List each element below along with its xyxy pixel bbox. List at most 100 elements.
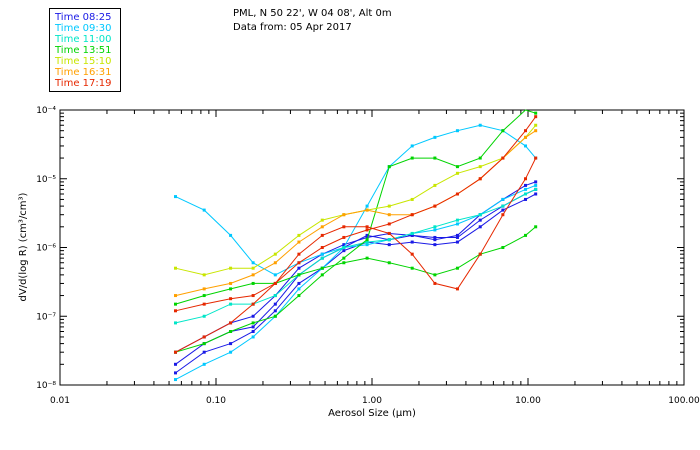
data-point	[202, 208, 206, 212]
data-point	[410, 240, 414, 244]
series-time-11-00	[173, 187, 538, 325]
data-point	[365, 228, 369, 232]
data-point	[534, 111, 538, 115]
data-point	[173, 350, 177, 354]
data-point	[342, 256, 346, 260]
y-tick-label: 10⁻⁴	[36, 106, 56, 116]
series-time-08-25	[173, 180, 538, 354]
data-point	[433, 135, 437, 139]
data-point	[410, 156, 414, 160]
data-point	[297, 233, 301, 237]
data-point	[534, 156, 538, 160]
data-point	[387, 222, 391, 226]
data-point	[365, 243, 369, 247]
legend-entry-0825: Time 08:25	[55, 12, 112, 23]
data-point	[173, 362, 177, 366]
y-axis-title: dV/d(log R) (cm³/cm³)	[18, 192, 29, 301]
data-point	[455, 218, 459, 222]
data-point	[410, 213, 414, 217]
data-point	[342, 213, 346, 217]
data-point	[273, 302, 277, 306]
data-point	[297, 294, 301, 298]
data-point	[534, 123, 538, 127]
data-point	[387, 261, 391, 265]
data-point	[173, 321, 177, 325]
data-point	[297, 287, 301, 291]
data-point	[433, 273, 437, 277]
data-point	[410, 144, 414, 148]
data-point	[297, 252, 301, 256]
data-point	[387, 165, 391, 169]
data-point	[297, 261, 301, 265]
series-time-13-51	[173, 225, 538, 306]
data-point	[433, 281, 437, 285]
data-point	[297, 266, 301, 270]
series-time-17-19	[173, 156, 538, 354]
data-point	[524, 183, 528, 187]
data-point	[229, 287, 233, 291]
data-point	[478, 177, 482, 181]
series-time-08-25	[173, 187, 538, 366]
data-point	[273, 273, 277, 277]
legend: Time 08:25 Time 09:30 Time 11:00 Time 13…	[49, 8, 121, 92]
data-point	[320, 233, 324, 237]
data-point	[229, 330, 233, 334]
data-point	[202, 287, 206, 291]
data-point	[534, 192, 538, 196]
legend-entry-1719: Time 17:19	[55, 78, 112, 89]
y-tick-label: 10⁻⁵	[36, 175, 56, 185]
data-point	[534, 180, 538, 184]
data-point	[273, 294, 277, 298]
data-point	[202, 273, 206, 277]
data-point	[478, 156, 482, 160]
data-point	[365, 208, 369, 212]
data-point	[455, 171, 459, 175]
data-point	[229, 342, 233, 346]
data-point	[534, 115, 538, 119]
data-point	[320, 218, 324, 222]
series-time-09-30	[173, 123, 538, 382]
data-point	[297, 273, 301, 277]
data-point	[273, 309, 277, 313]
data-point	[320, 225, 324, 229]
series-time-17-19	[173, 115, 538, 313]
data-point	[251, 294, 255, 298]
data-point	[524, 192, 528, 196]
data-point	[297, 240, 301, 244]
data-point	[251, 335, 255, 339]
data-point	[455, 192, 459, 196]
data-point	[251, 273, 255, 277]
data-point	[365, 235, 369, 239]
data-point	[320, 266, 324, 270]
data-point	[433, 243, 437, 247]
data-point	[365, 238, 369, 242]
data-point	[410, 233, 414, 237]
y-tick-label: 10⁻⁷	[36, 312, 56, 322]
data-point	[202, 362, 206, 366]
legend-entry-0930: Time 09:30	[55, 23, 112, 34]
y-tick-label: 10⁻⁶	[36, 244, 56, 254]
data-point	[229, 350, 233, 354]
series-line	[175, 184, 536, 276]
data-point	[365, 225, 369, 229]
data-point	[273, 252, 277, 256]
data-point	[320, 246, 324, 249]
x-axis-title: Aerosol Size (µm)	[328, 408, 416, 419]
data-point	[455, 287, 459, 291]
data-point	[173, 309, 177, 313]
data-point	[455, 266, 459, 270]
data-point	[229, 281, 233, 285]
data-point	[229, 297, 233, 301]
data-point	[251, 266, 255, 270]
data-point	[534, 187, 538, 191]
data-point	[342, 261, 346, 265]
x-tick-label: 1.00	[362, 396, 382, 406]
data-point	[524, 135, 528, 139]
data-point	[433, 156, 437, 160]
data-point	[320, 273, 324, 277]
data-point	[455, 233, 459, 237]
site-location: PML, N 50 22', W 04 08', Alt 0m	[233, 8, 392, 19]
data-point	[251, 325, 255, 329]
data-point	[229, 266, 233, 270]
